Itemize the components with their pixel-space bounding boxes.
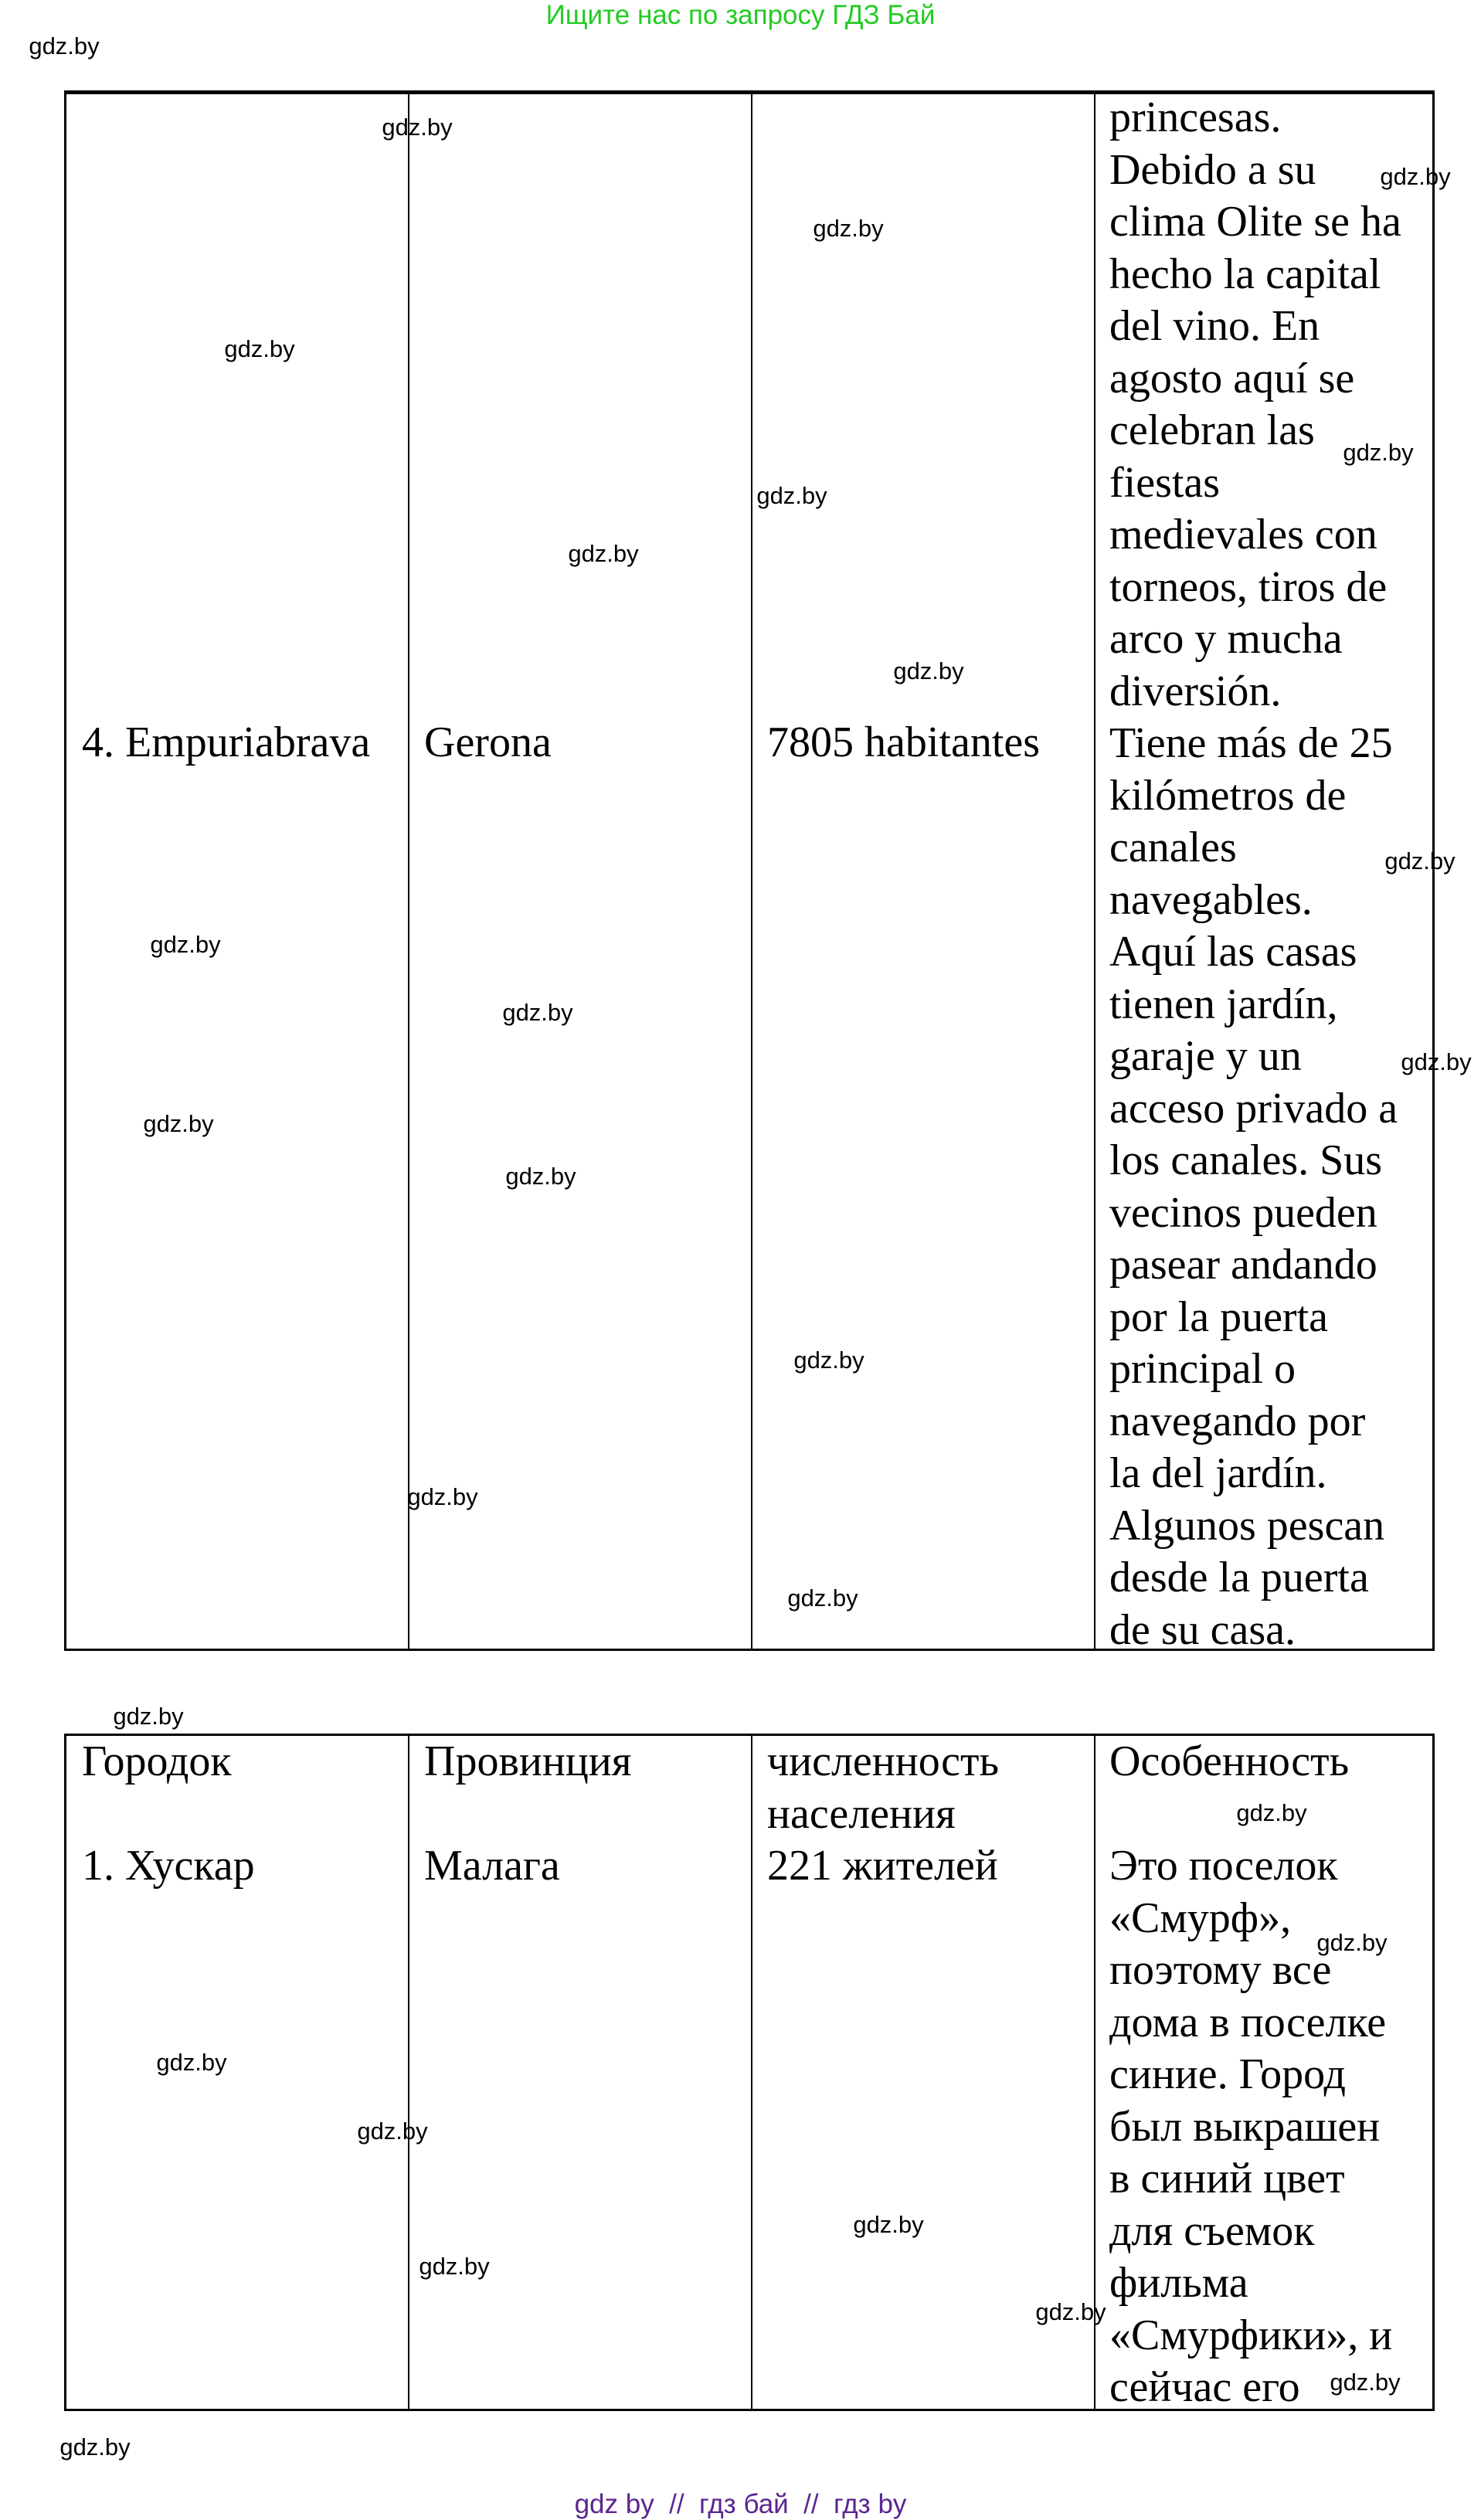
watermark: gdz.by (143, 1110, 214, 1137)
watermark: gdz.by (853, 2211, 924, 2238)
watermark: gdz.by (1380, 163, 1451, 190)
watermark: gdz.by (787, 1584, 858, 1612)
province-cell: Gerona (424, 718, 552, 766)
feature-line: canales (1109, 824, 1237, 871)
column-divider (751, 94, 752, 1649)
feature-line: vecinos pueden (1109, 1188, 1377, 1237)
feature-line: Algunos pescan (1109, 1501, 1385, 1550)
feature-line: los canales. Sus (1109, 1136, 1383, 1184)
feature-line: arco y mucha (1109, 615, 1343, 663)
table-huescar: Городок 1. Хускар Провинция Малага числе… (64, 1734, 1435, 2411)
header-population-line2: населения (767, 1789, 956, 1838)
watermark: gdz.by (407, 1483, 478, 1510)
feature-cell: princesas. Debido a su clima Olite se ha he… (1109, 92, 1401, 1656)
feature-line: princesas. (1109, 93, 1282, 141)
feature-line: Aquí las casas (1109, 928, 1357, 976)
feature-line: la del jardín. (1109, 1449, 1327, 1497)
feature-line: navegables. (1109, 875, 1313, 924)
watermark: gdz.by (113, 1703, 184, 1730)
feature-line: garaje y un (1109, 1032, 1302, 1080)
watermark: gdz.by (756, 482, 827, 509)
watermark: gdz.by (1384, 847, 1456, 875)
watermark: gdz.by (568, 540, 639, 567)
column-divider (408, 94, 409, 1649)
feature-line: medievales con (1109, 511, 1377, 559)
feature-line: дома в поселке (1109, 1998, 1387, 2046)
column-divider (1094, 1736, 1095, 2409)
province-cell: Малага (424, 1842, 560, 1890)
feature-line: fiestas (1109, 458, 1221, 507)
feature-line: tienen jardín, (1109, 980, 1338, 1028)
feature-line: clima Olite se ha (1109, 198, 1401, 246)
feature-line: celebran las (1109, 406, 1315, 454)
town-cell: 1. Хускар (82, 1842, 255, 1890)
watermark: gdz.by (502, 999, 573, 1026)
feature-line: «Смурфики», и (1109, 2311, 1393, 2359)
watermark: gdz.by (382, 114, 453, 141)
watermark: gdz.by (156, 2049, 227, 2076)
population-cell: 7805 habitantes (767, 718, 1041, 766)
feature-line: del vino. En (1109, 302, 1320, 350)
watermark: gdz.by (224, 335, 295, 362)
feature-line: de su casa. (1109, 1605, 1296, 1654)
feature-line: в синий цвет (1109, 2155, 1345, 2202)
column-divider (1094, 94, 1095, 1649)
feature-line: Это поселок (1109, 1842, 1338, 1890)
feature-line: Debido a su (1109, 145, 1316, 194)
column-divider (751, 1736, 752, 2409)
feature-line: torneos, tiros de (1109, 562, 1388, 611)
feature-line: pasear andando (1109, 1241, 1377, 1289)
watermark: gdz.by (29, 32, 100, 59)
footer-links[interactable]: gdz by // гдз бай // гдз by (574, 2489, 907, 2519)
table-empuriabrava: 4. Empuriabrava Gerona 7805 habitantes p… (64, 90, 1435, 1654)
feature-line: поэтому все (1109, 1946, 1332, 1994)
feature-line: был выкрашен (1109, 2102, 1381, 2151)
header-feature: Особенность (1109, 1737, 1350, 1785)
feature-line: сейчас его (1109, 2363, 1300, 2411)
town-cell: 4. Empuriabrava (82, 718, 371, 766)
feature-line: navegando por (1109, 1397, 1366, 1445)
population-cell: 221 жителей (767, 1842, 998, 1890)
watermark: gdz.by (893, 657, 964, 684)
search-banner[interactable]: Ищите нас по запросу ГДЗ Бай (545, 0, 936, 30)
header-population-line1: численность (767, 1737, 999, 1785)
feature-line: diversión. (1109, 667, 1282, 715)
feature-line: «Смурф», (1109, 1893, 1292, 1942)
watermark: gdz.by (357, 2118, 428, 2145)
watermark: gdz.by (1035, 2298, 1106, 2325)
watermark: gdz.by (1236, 1799, 1307, 1826)
column-divider (408, 1736, 409, 2409)
feature-line: kilómetros de (1109, 771, 1347, 820)
feature-line: фильма (1109, 2259, 1248, 2307)
feature-line: для съемок (1109, 2206, 1315, 2255)
feature-line: desde la puerta (1109, 1554, 1369, 1601)
feature-line: Tiene más de 25 (1109, 719, 1393, 767)
header-province: Провинция (424, 1737, 632, 1785)
watermark: gdz.by (1343, 439, 1414, 466)
watermark: gdz.by (1316, 1929, 1388, 1956)
watermark: gdz.by (505, 1163, 576, 1190)
watermark: gdz.by (813, 215, 884, 242)
watermark: gdz.by (793, 1347, 864, 1374)
feature-line: por la puerta (1109, 1292, 1328, 1341)
feature-line: acceso privado a (1109, 1084, 1398, 1133)
watermark: gdz.by (150, 931, 221, 958)
feature-line: principal o (1109, 1345, 1296, 1393)
header-town: Городок (82, 1737, 232, 1785)
watermark: gdz.by (59, 2433, 131, 2461)
watermark: gdz.by (1330, 2369, 1401, 2396)
feature-line: hecho la capital (1109, 250, 1381, 298)
feature-cell: Это поселок «Смурф», поэтому все дома в пос… (1109, 1840, 1392, 2414)
feature-line: agosto aquí se (1109, 354, 1355, 402)
watermark: gdz.by (419, 2253, 490, 2280)
watermark: gdz.by (1401, 1048, 1472, 1075)
feature-line: синие. Город (1109, 2050, 1346, 2098)
